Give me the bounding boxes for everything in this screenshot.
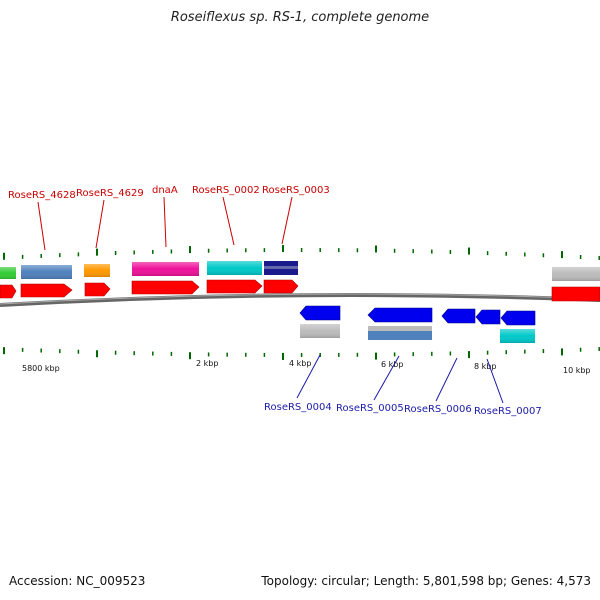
tick-label-10kbp: 10 kbp — [563, 366, 591, 375]
gene-label-rosers0007[interactable]: RoseRS_0007 — [474, 406, 542, 417]
cds-arrow-f6[interactable] — [263, 279, 299, 294]
leader-line-rosers4628 — [37, 201, 46, 251]
cds-arrow-f3[interactable] — [84, 282, 111, 297]
genome-summary-text: Topology: circular; Length: 5,801,598 bp… — [261, 574, 591, 588]
feature-bar-rosers4628-sheen — [21, 265, 72, 279]
cds-arrow-f2[interactable] — [20, 283, 73, 298]
gene-label-rosers0006[interactable]: RoseRS_0006 — [404, 404, 472, 415]
gene-label-rosers0005[interactable]: RoseRS_0005 — [336, 403, 404, 414]
tick-label-2kbp: 2 kbp — [196, 359, 218, 368]
leader-line-dnaa — [163, 196, 167, 248]
leader-line-rosers0006 — [435, 357, 458, 402]
reverse-cds-arrows — [299, 305, 536, 326]
feature-bar-rosers0003-band — [264, 266, 298, 269]
reverse-labels: RoseRS_0004 RoseRS_0005 RoseRS_0006 Rose… — [264, 402, 542, 417]
forward-cds-arrows — [0, 279, 600, 302]
leader-line-rosers0003 — [281, 196, 293, 245]
feature-bar-rosers4629-sheen — [84, 264, 110, 277]
cds-arrow-f1[interactable] — [0, 284, 17, 299]
gene-label-dnaa[interactable]: dnaA — [152, 185, 178, 196]
tick-labels: 5800 kbp 2 kbp 4 kbp 6 kbp 8 kbp 10 kbp — [22, 359, 591, 375]
feature-bar-rosers0005-top — [368, 326, 432, 331]
forward-leader-lines — [37, 196, 293, 251]
leader-line-rosers0007 — [486, 358, 504, 404]
cds-arrow-r2[interactable] — [367, 307, 433, 323]
cds-arrow-f5[interactable] — [206, 279, 263, 294]
cds-arrow-r5[interactable] — [500, 310, 536, 326]
gene-label-rosers4629[interactable]: RoseRS_4629 — [76, 188, 144, 199]
reverse-leader-lines — [296, 354, 504, 404]
forward-labels: RoseRS_4628 RoseRS_4629 dnaA RoseRS_0002… — [8, 185, 330, 201]
genome-backbone — [0, 293, 600, 307]
cds-arrow-r3[interactable] — [441, 308, 476, 324]
accession-text: Accession: NC_009523 — [9, 574, 146, 588]
cds-arrow-r1[interactable] — [299, 305, 341, 321]
cds-arrow-f4[interactable] — [131, 280, 200, 295]
leader-line-rosers0005 — [373, 355, 400, 401]
leader-line-rosers0002 — [222, 196, 235, 246]
tick-label-8kbp: 8 kbp — [474, 362, 496, 371]
feature-bar-edge-green-sheen — [0, 267, 16, 279]
tick-row-top — [3, 245, 600, 260]
feature-bar-rosers0007-sheen — [500, 329, 535, 343]
leader-line-rosers4629 — [95, 199, 105, 249]
cds-arrow-f7[interactable] — [551, 286, 600, 302]
tick-label-6kbp: 6 kbp — [381, 360, 403, 369]
feature-bar-rosers0002-sheen — [207, 261, 262, 275]
leader-line-rosers0004 — [296, 354, 321, 399]
feature-bar-dnaa-sheen — [132, 262, 199, 276]
forward-feature-bars — [0, 261, 600, 281]
reverse-feature-bars — [300, 324, 535, 343]
tick-row-bottom — [3, 347, 600, 360]
gene-label-rosers0004[interactable]: RoseRS_0004 — [264, 402, 332, 413]
gene-label-rosers4628[interactable]: RoseRS_4628 — [8, 190, 76, 201]
tick-label-4kbp: 4 kbp — [289, 359, 311, 368]
cds-arrow-r4[interactable] — [475, 309, 501, 325]
feature-bar-right-grey-sheen — [552, 267, 600, 281]
feature-bar-rosers0004-sheen — [300, 324, 340, 338]
tick-label-5800kbp: 5800 kbp — [22, 364, 60, 373]
gene-label-rosers0002[interactable]: RoseRS_0002 — [192, 185, 260, 196]
map-title: Roseiflexus sp. RS-1, complete genome — [170, 10, 430, 25]
gene-label-rosers0003[interactable]: RoseRS_0003 — [262, 185, 330, 196]
